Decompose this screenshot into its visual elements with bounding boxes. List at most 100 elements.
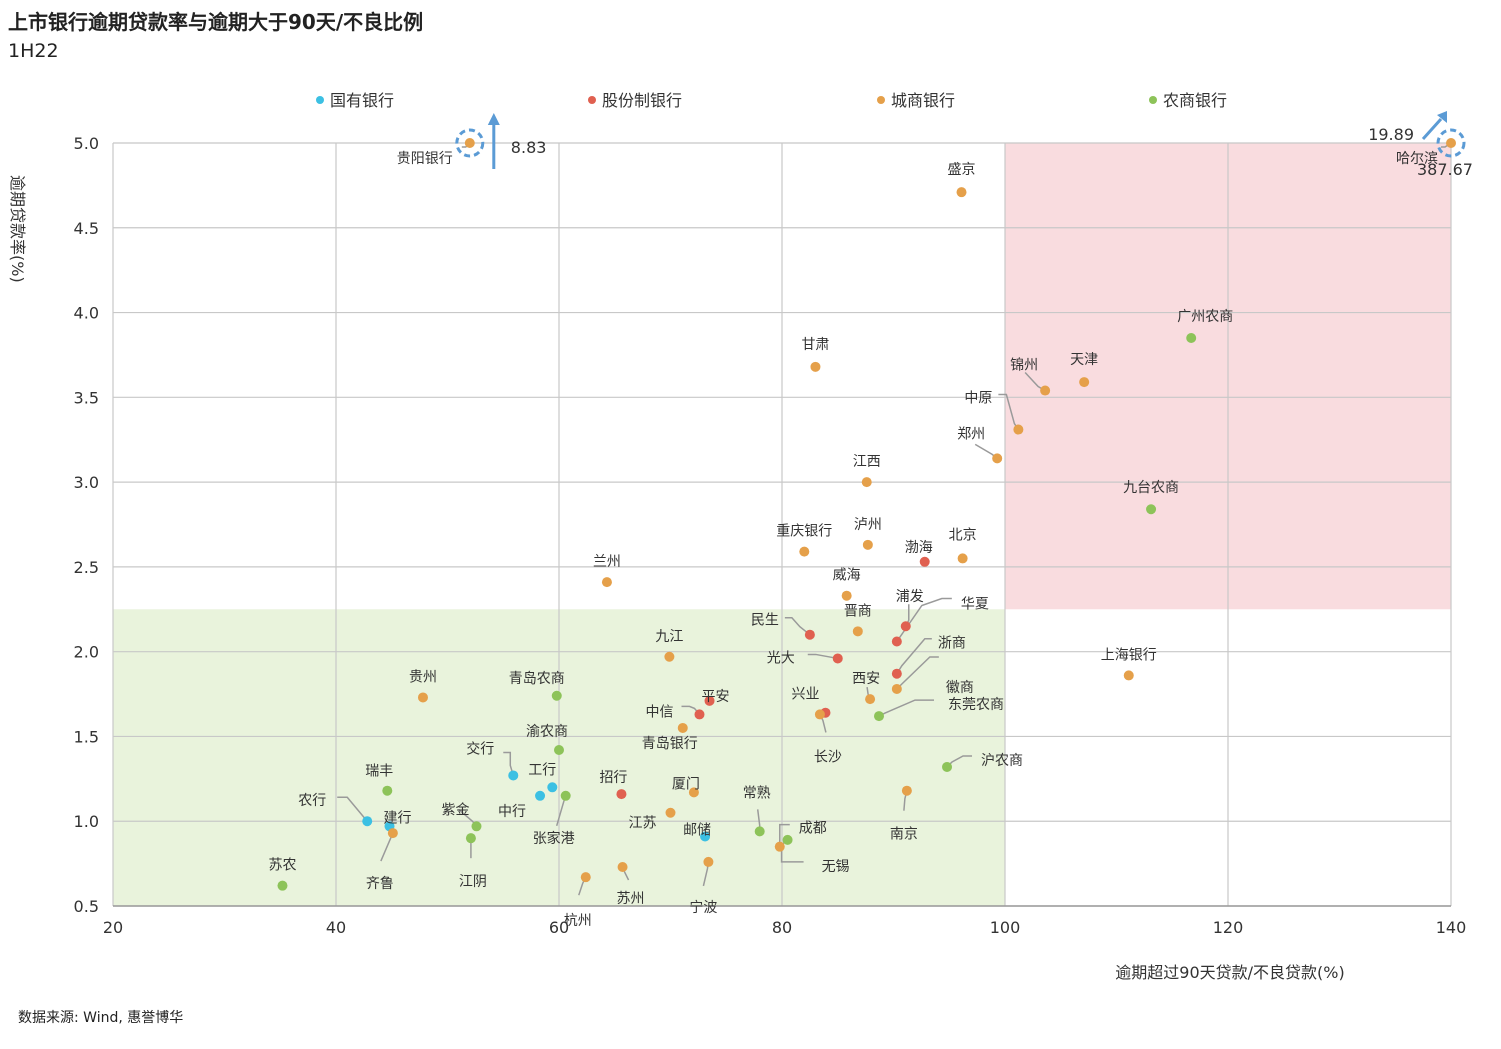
legend-label: 国有银行 — [330, 91, 394, 110]
legend-label: 城商银行 — [891, 91, 955, 110]
x-tick-label: 40 — [326, 918, 346, 937]
point-天津 — [1079, 377, 1090, 388]
point-label: 中信 — [645, 704, 673, 720]
axis-ticks: 20 40 60 80 100 120 140 0.5 1.0 1.5 2.0 2.5 3.0 3.5 4.… — [74, 134, 1467, 937]
point-label: 招行 — [599, 770, 627, 786]
point-label: 盛京 — [948, 162, 976, 178]
point-label: 厦门 — [672, 776, 700, 792]
y-tick-label: 0.5 — [74, 897, 99, 916]
point-贵阳银行 — [464, 138, 475, 148]
point-label: 江苏 — [629, 816, 657, 832]
point-label: 浙商 — [938, 636, 966, 652]
point-浙商 — [891, 668, 902, 679]
point-label: 哈尔滨 — [1396, 151, 1438, 167]
point-label: 北京 — [949, 527, 977, 543]
point-郑州 — [992, 453, 1003, 464]
point-兰州 — [601, 577, 612, 588]
grid-lines — [112, 142, 1452, 907]
point-中信 — [694, 709, 705, 720]
leader-line — [503, 751, 515, 776]
point-泸州 — [862, 539, 873, 550]
y-tick-label: 1.5 — [74, 727, 99, 746]
leader-line — [337, 796, 368, 822]
point-label: 贵阳银行 — [397, 151, 453, 167]
point-浦发 — [900, 621, 911, 632]
point-民生 — [804, 629, 815, 640]
legend: 国有银行 股份制银行 城商银行 农商银行 — [316, 91, 1227, 110]
point-label: 甘肃 — [801, 337, 829, 353]
point-label: 无锡 — [822, 859, 850, 875]
point-工行 — [547, 782, 558, 793]
leader-line — [784, 616, 811, 636]
point-label: 杭州 — [564, 913, 592, 929]
point-label: 九台农商 — [1123, 480, 1179, 496]
point-厦门 — [688, 787, 699, 798]
data-points — [277, 138, 1456, 891]
point-label: 郑州 — [957, 426, 985, 442]
point-东莞农商 — [874, 711, 885, 722]
point-label: 东莞农商 — [948, 697, 1004, 713]
point-label: 重庆银行 — [776, 524, 832, 540]
point-label: 兴业 — [791, 687, 819, 703]
point-label: 张家港 — [533, 830, 575, 847]
leader-line — [807, 653, 838, 660]
point-齐鲁 — [387, 828, 398, 839]
point-label: 建行 — [384, 810, 412, 826]
point-label: 苏农 — [268, 858, 296, 874]
legend-marker — [877, 96, 885, 104]
legend-marker — [588, 96, 596, 104]
point-平安 — [704, 695, 715, 706]
point-上海银行 — [1123, 670, 1134, 681]
y-tick-label: 1.0 — [74, 812, 99, 831]
point-九江 — [664, 651, 675, 662]
y-tick-label: 2.5 — [74, 558, 99, 577]
point-label: 瑞丰 — [365, 764, 393, 780]
chart-title: 上市银行逾期贷款率与逾期大于90天/不良比例 — [8, 10, 424, 34]
legend-marker — [316, 96, 324, 104]
x-tick-label: 80 — [772, 918, 792, 937]
point-江苏 — [665, 807, 676, 818]
point-label: 工行 — [528, 762, 556, 778]
point-青岛银行 — [677, 722, 688, 733]
point-label: 平安 — [702, 689, 730, 705]
y-tick-label: 5.0 — [74, 134, 99, 153]
point-宁波 — [703, 856, 714, 867]
point-渤海 — [919, 556, 930, 567]
point-label: 徽商 — [946, 680, 974, 696]
point-label: 中原 — [964, 391, 992, 407]
point-中原 — [1013, 424, 1024, 435]
point-西安 — [865, 694, 876, 705]
leader-line — [779, 823, 790, 847]
x-tick-label: 60 — [549, 918, 569, 937]
x-tick-label: 140 — [1436, 918, 1467, 937]
point-光大 — [832, 653, 843, 664]
point-苏农 — [277, 880, 288, 891]
point-label: 民生 — [751, 613, 779, 629]
point-label: 交行 — [466, 740, 494, 757]
data-source-note: 数据来源: Wind, 惠誉博华 — [18, 1010, 184, 1026]
point-label: 上海银行 — [1101, 647, 1157, 663]
arrow-diagonal-icon — [1421, 117, 1443, 141]
point-重庆银行 — [799, 546, 810, 557]
point-青岛农商 — [551, 690, 562, 701]
point-label: 宁波 — [689, 899, 717, 916]
point-label: 邮储 — [683, 822, 711, 838]
point-label: 广州农商 — [1177, 309, 1233, 325]
y-tick-label: 2.0 — [74, 643, 99, 662]
point-label: 西安 — [852, 671, 880, 687]
point-哈尔滨 — [1446, 138, 1456, 148]
point-label: 紫金 — [441, 802, 469, 818]
point-甘肃 — [810, 361, 821, 372]
x-tick-label: 120 — [1213, 918, 1244, 937]
y-axis-title: 逾期贷款率(%) — [8, 175, 27, 283]
x-tick-label: 20 — [103, 918, 123, 937]
outlier-ring — [1436, 128, 1466, 158]
legend-label: 股份制银行 — [602, 91, 682, 110]
point-招行 — [616, 789, 627, 800]
point-无锡 — [782, 834, 793, 845]
point-label: 青岛银行 — [642, 736, 698, 752]
point-label: 威海 — [833, 568, 861, 584]
point-label: 长沙 — [814, 749, 842, 765]
